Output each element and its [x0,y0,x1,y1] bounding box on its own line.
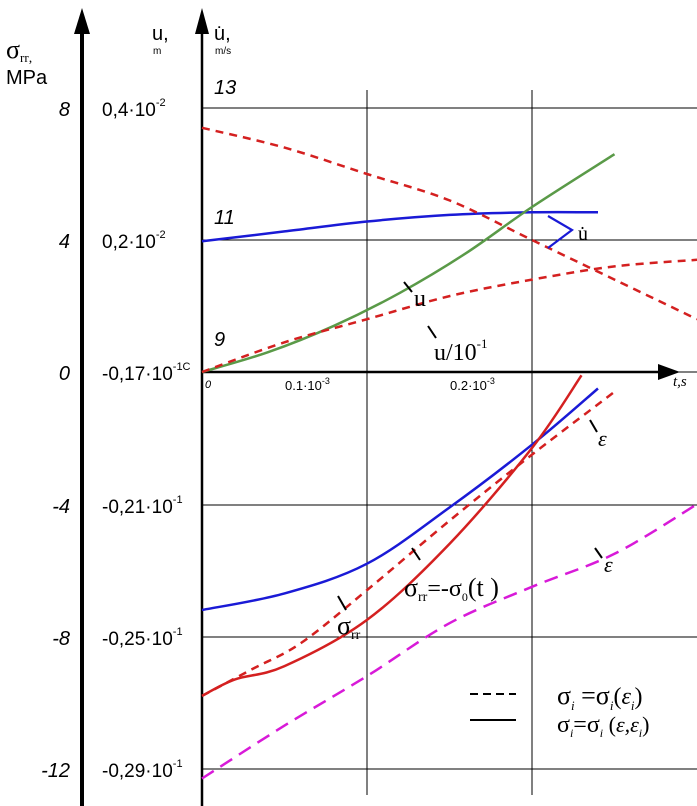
u-axis-title: u, [152,23,169,45]
series-line-sigma-rr-dashed [201,390,616,698]
stress-tick-label: -8 [52,628,70,650]
u-pointer [403,281,413,293]
time-origin-label: 0 [205,379,212,391]
labels: σrr,MPa 8 4 0 -4 -8 -12 u,m 0,4·10-2 0,2·10-2 -0,1… [6,23,687,782]
velocity-tick-label: 9 [214,329,225,351]
series-line-u-over-10 [201,258,697,374]
series-line-decreasing-dashed [201,126,697,321]
stress-tick-label: 4 [59,231,70,253]
time-axis-arrow [658,364,680,380]
u-dot-annotation: u̇ [578,223,588,245]
u-tick-label: -0,21·10-1 [102,494,183,518]
velocity-tick-label: 13 [214,77,236,99]
velocity-tick-label: 11 [214,207,235,229]
u10-annotation: u/10-1 [434,336,488,366]
u-tick-label: -0,17·10-1C [102,361,191,385]
u-tick-label: 0,2·10-2 [102,229,166,253]
time-tick-label: 0.2·10-3 [450,376,495,393]
sig-rr-pointer [337,595,347,611]
eps2-annotation: ε [604,552,613,577]
u-tick-label: 0,4·10-2 [102,97,166,121]
eps1-pointer [589,419,598,433]
sig-rr-annotation: σrr [337,611,361,643]
eps1-annotation: ε [598,426,607,451]
u-axis-arrow [195,8,209,34]
series-line-u-dot [201,210,599,243]
u-axis-unit: m [153,46,161,57]
series-line-u [201,153,616,374]
axes [74,8,680,806]
stress-axis-title: σrr, [6,35,32,66]
sig-eq-annotation: σrr=-σ0(t ) [404,573,499,605]
series-line-sigma-rr-solid [201,374,583,698]
series [201,126,697,780]
u-tick-label: -0,29·10-1 [102,758,183,782]
velocity-axis-unit: m/s [215,46,231,57]
stress-tick-label: 0 [59,363,70,385]
u-annotation: u [414,286,426,312]
sig-eq-pointer [411,547,421,561]
stress-tick-label: 8 [59,99,70,121]
legend-label-dashed: σi =σi(εi) [557,681,643,713]
stress-tick-label: -12 [41,760,70,782]
series-line-eps-blue [201,387,599,612]
time-axis-title: t,s [673,374,687,390]
stress-axis-arrow [74,8,90,34]
stress-tick-label: -4 [52,496,70,518]
u10-pointer [427,325,437,339]
time-tick-label: 0.1·10-3 [285,376,330,393]
eps2-pointer [594,547,603,559]
u-tick-label: -0,25·10-1 [102,626,183,650]
legend-label-solid: σi=σi (ε,εi) [557,712,649,740]
velocity-axis-title: u̇, [214,23,231,45]
u-dot-pointer [547,215,574,249]
stress-axis-unit: MPa [6,67,48,89]
series-line-eps-magenta [201,503,697,780]
